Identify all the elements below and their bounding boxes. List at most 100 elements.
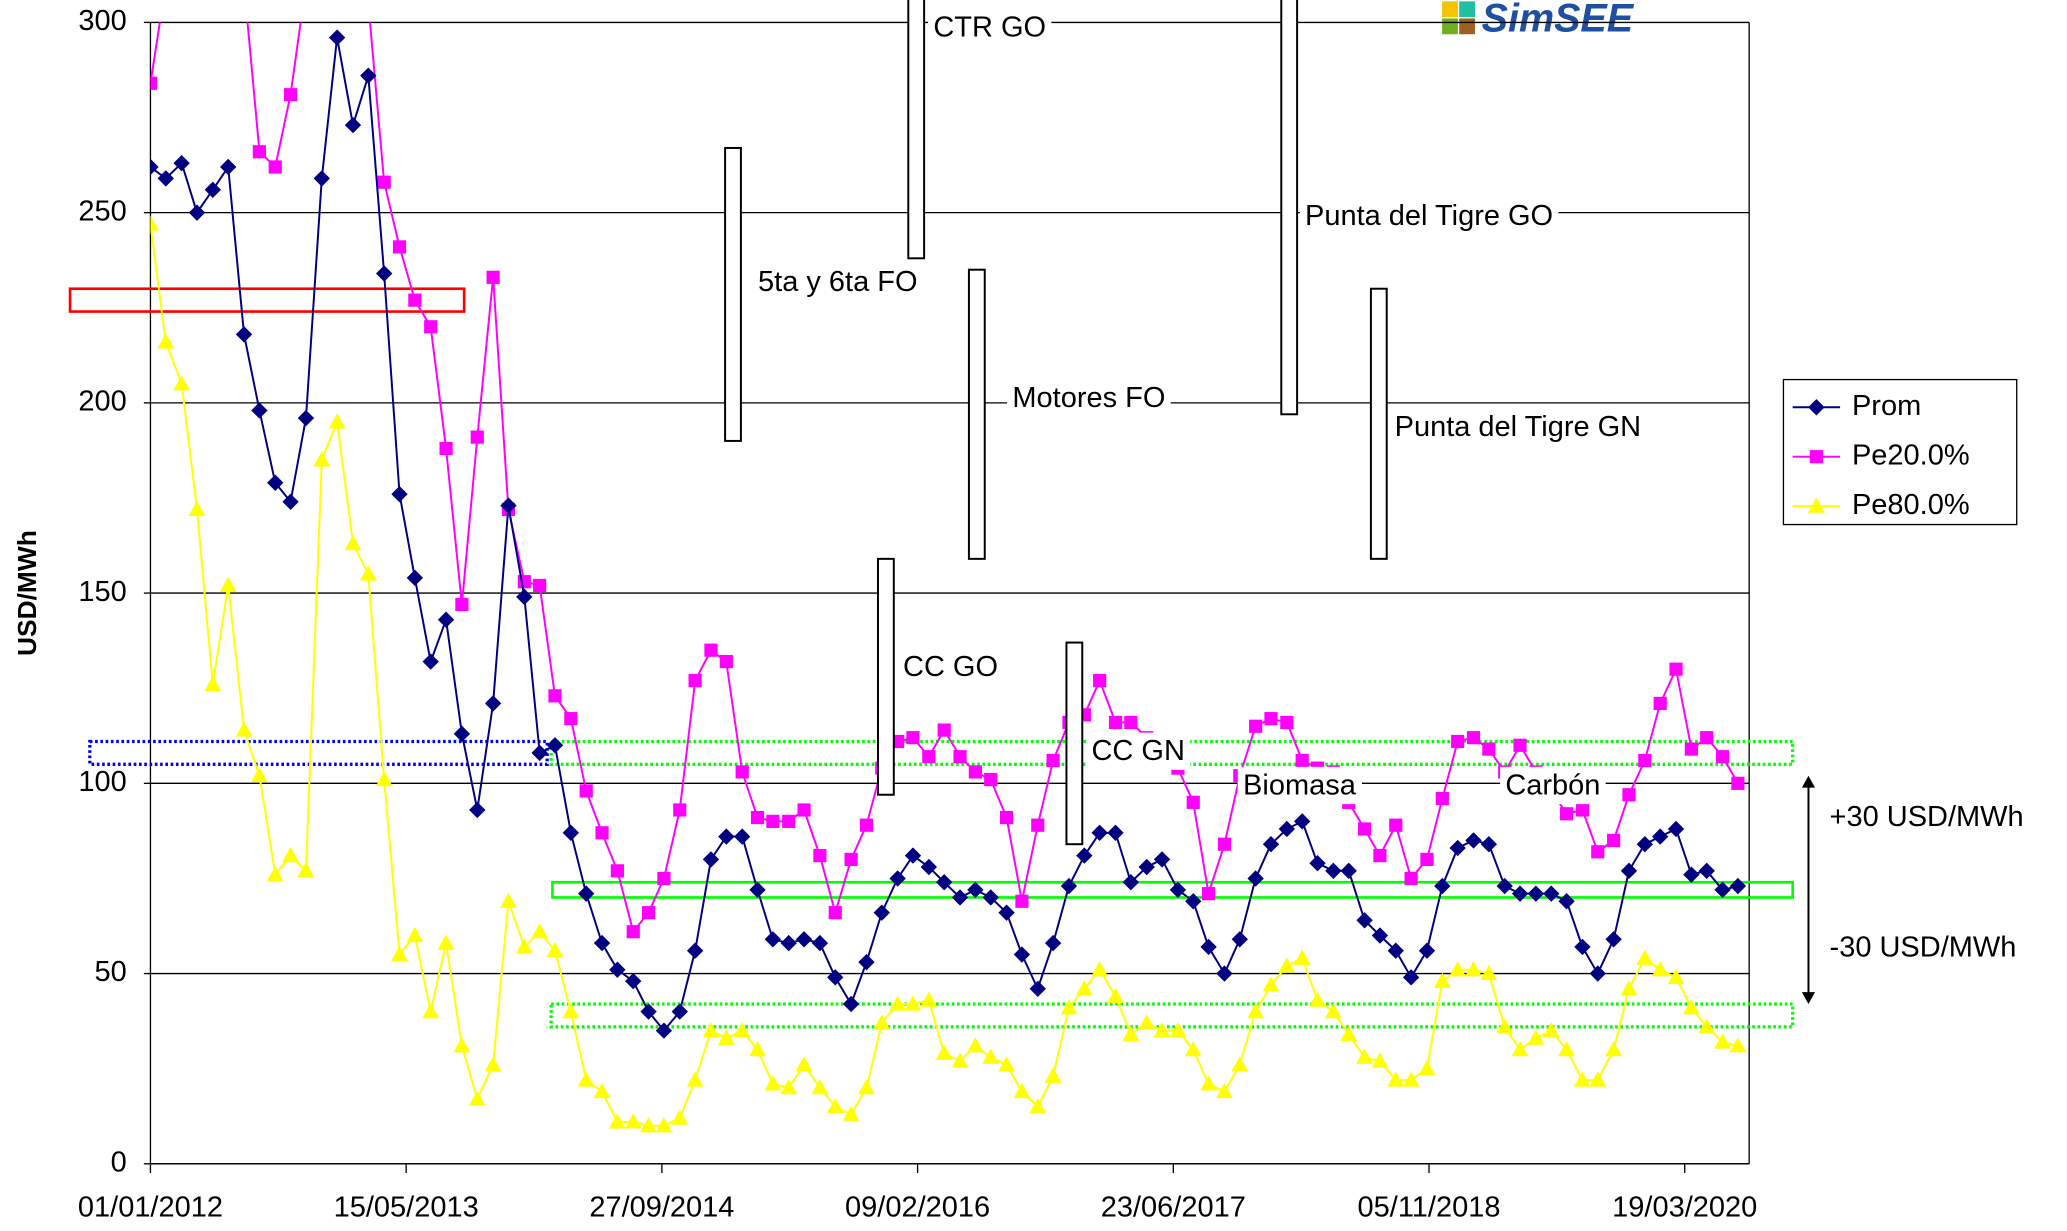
marker [1683, 866, 1700, 883]
marker [780, 1079, 798, 1095]
marker [1029, 980, 1046, 997]
marker [267, 474, 284, 491]
marker [1638, 753, 1652, 768]
marker [1496, 1018, 1514, 1034]
marker [1371, 927, 1389, 944]
marker [1449, 839, 1466, 857]
marker [889, 995, 907, 1011]
marker [718, 828, 735, 845]
marker [344, 116, 362, 134]
logo-square [1442, 1, 1458, 18]
marker [1044, 934, 1062, 952]
marker [220, 158, 237, 176]
marker [719, 654, 733, 669]
marker [391, 945, 408, 962]
label-background [897, 648, 1004, 686]
x-tick-label: 05/11/2018 [1358, 1191, 1501, 1223]
marker [313, 170, 330, 187]
marker [359, 565, 377, 581]
marker [1683, 999, 1700, 1015]
marker [702, 1022, 720, 1038]
marker [967, 881, 984, 899]
marker [1404, 871, 1418, 886]
marker [937, 723, 951, 737]
marker [655, 1022, 673, 1039]
marker [1076, 847, 1093, 864]
marker [1418, 942, 1436, 959]
marker [375, 265, 393, 282]
marker [1714, 881, 1731, 899]
marker [1216, 1082, 1233, 1099]
marker [1278, 820, 1296, 838]
marker [235, 721, 253, 737]
marker [657, 871, 671, 886]
marker [842, 1105, 860, 1121]
marker [873, 1014, 891, 1030]
marker [516, 588, 533, 606]
marker [1496, 877, 1513, 895]
marker [1558, 1041, 1575, 1057]
marker [188, 500, 206, 516]
marker [1013, 1082, 1031, 1099]
marker [1247, 1002, 1265, 1019]
marker [1153, 1022, 1171, 1038]
annotation-label: Motores FO [1012, 382, 1165, 414]
marker [1402, 969, 1420, 986]
marker [704, 643, 718, 657]
annotation-label: 5ta y 6ta FO [758, 266, 918, 298]
x-tick-label: 01/01/2012 [78, 1191, 223, 1223]
marker [610, 864, 624, 878]
y-tick-label: 200 [78, 386, 126, 418]
marker [782, 814, 796, 828]
y-tick-label: 0 [111, 1146, 127, 1178]
y-tick-label: 250 [78, 195, 126, 227]
marker [1731, 776, 1745, 790]
marker [1591, 845, 1605, 859]
marker [1684, 742, 1698, 756]
band [88, 739, 549, 766]
marker [750, 810, 765, 825]
y-tick-label: 150 [78, 576, 126, 608]
marker [998, 1056, 1015, 1072]
marker [1620, 980, 1638, 996]
marker [377, 175, 391, 189]
label-background [1086, 732, 1191, 770]
marker [251, 767, 268, 783]
marker [562, 1002, 580, 1019]
marker [935, 1044, 953, 1061]
marker [562, 824, 580, 841]
marker [1465, 832, 1482, 849]
marker [1201, 887, 1216, 901]
marker [593, 934, 611, 952]
marker [967, 1037, 984, 1053]
marker [595, 826, 609, 840]
marker [297, 862, 315, 878]
marker [328, 413, 346, 429]
marker [826, 1098, 844, 1114]
marker [797, 803, 811, 817]
marker [686, 1071, 704, 1087]
marker [1605, 1041, 1623, 1057]
marker [593, 1082, 611, 1099]
marker [173, 375, 191, 391]
marker [1451, 734, 1465, 749]
marker [204, 181, 222, 198]
marker [468, 1090, 486, 1106]
marker [150, 158, 159, 176]
marker [392, 240, 407, 254]
marker [1558, 893, 1575, 910]
marker [515, 938, 533, 954]
legend-label: Pe20.0% [1852, 439, 1970, 471]
logo-square [1459, 1, 1476, 18]
marker [1122, 874, 1140, 891]
marker [453, 725, 471, 743]
marker [1249, 719, 1263, 733]
marker [624, 1113, 642, 1129]
arrow-label: -30 USD/MWh [1830, 932, 2017, 964]
marker [453, 1037, 471, 1053]
band [549, 1002, 1795, 1029]
marker [733, 828, 751, 845]
marker [858, 1079, 875, 1095]
marker [1729, 1037, 1747, 1053]
marker [406, 926, 424, 943]
